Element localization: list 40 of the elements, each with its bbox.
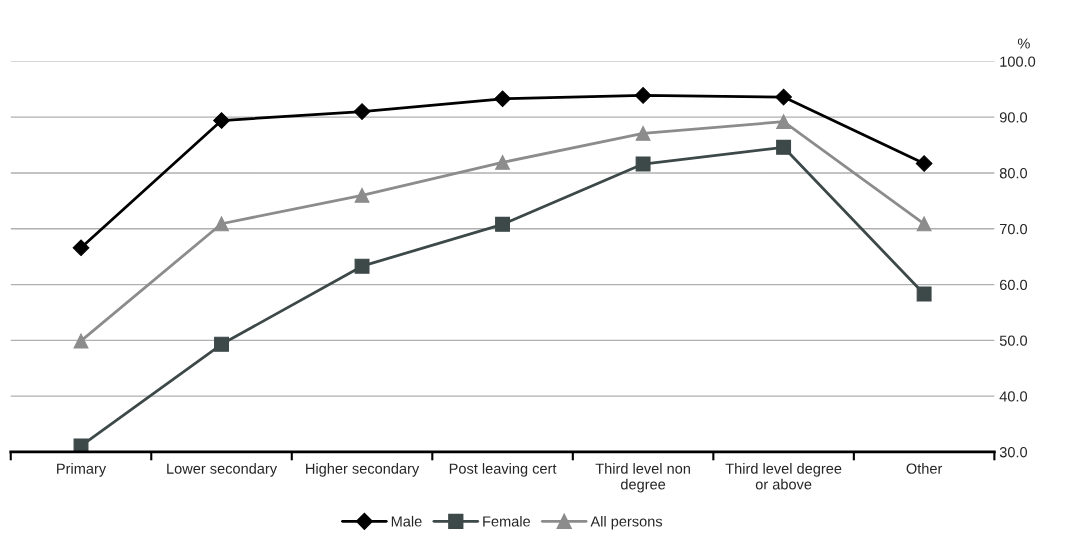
point bbox=[72, 239, 90, 257]
point bbox=[776, 139, 792, 155]
legend-label: All persons bbox=[590, 515, 663, 530]
y-tick-label: 90.0 bbox=[999, 112, 1028, 123]
point bbox=[354, 258, 370, 274]
x-tick-label: Third level non degree bbox=[595, 463, 690, 493]
point bbox=[494, 90, 511, 108]
point bbox=[635, 125, 651, 141]
y-tick-label: 80.0 bbox=[999, 168, 1028, 179]
point bbox=[776, 114, 792, 130]
point bbox=[73, 333, 89, 349]
point bbox=[916, 286, 932, 302]
x-tick-label: Primary bbox=[57, 463, 107, 477]
point bbox=[915, 155, 933, 172]
point bbox=[213, 112, 230, 129]
x-tick-label: Post leaving cert bbox=[449, 463, 557, 477]
y-tick-label: 50.0 bbox=[999, 335, 1028, 346]
point bbox=[354, 187, 370, 203]
point bbox=[214, 336, 229, 352]
point bbox=[495, 216, 511, 232]
point bbox=[916, 216, 932, 232]
x-tick-label: Lower secondary bbox=[167, 463, 278, 477]
x-tick-label: Other bbox=[906, 463, 943, 474]
point bbox=[634, 87, 652, 104]
point bbox=[635, 156, 651, 172]
y-tick-label: 40.0 bbox=[999, 391, 1028, 402]
y-axis-title: % bbox=[1017, 38, 1030, 49]
point bbox=[214, 216, 229, 232]
y-tick-label: 100.0 bbox=[1000, 56, 1036, 67]
legend-label: Male bbox=[391, 515, 422, 527]
point bbox=[353, 103, 371, 120]
legend-label: Female bbox=[483, 515, 531, 527]
y-tick-label: 30.0 bbox=[999, 447, 1028, 458]
point bbox=[775, 88, 792, 106]
y-tick-label: 70.0 bbox=[999, 223, 1028, 235]
x-tick-label: Third level degree or above bbox=[725, 463, 842, 490]
point bbox=[495, 154, 511, 170]
y-tick-label: 60.0 bbox=[999, 279, 1028, 291]
x-tick-label: Higher secondary bbox=[306, 463, 420, 477]
point bbox=[73, 438, 89, 452]
